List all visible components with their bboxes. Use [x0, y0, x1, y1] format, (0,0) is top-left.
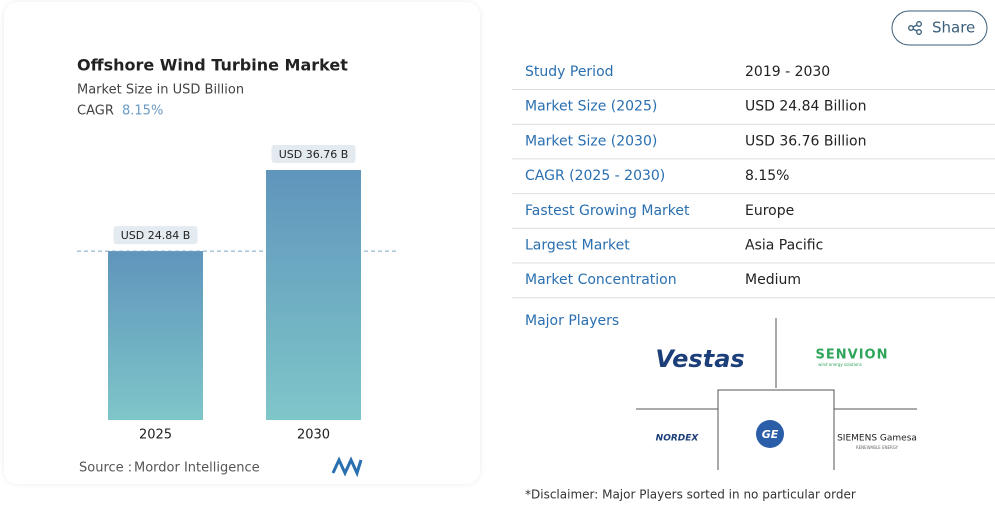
share-icon: [908, 21, 922, 35]
x-tick-label: 2030: [297, 428, 330, 443]
disclaimer: *Disclaimer: Major Players sorted in no …: [525, 488, 856, 502]
row-value: Asia Pacific: [745, 238, 823, 254]
x-tick-label: 2025: [139, 428, 172, 443]
bar: [108, 251, 203, 420]
players-grid: [636, 318, 917, 470]
source: Mordor Intelligence: [134, 461, 260, 476]
player-logo: GE: [762, 428, 779, 441]
row-label: Market Size (2030): [525, 133, 657, 149]
chart-subtitle: Market Size in USD Billion: [77, 83, 244, 98]
player-logo: NORDEX: [656, 434, 700, 444]
row-value: USD 24.84 Billion: [745, 99, 867, 115]
cagr-label: CAGR: [77, 104, 114, 119]
row-label: Largest Market: [525, 238, 630, 254]
share-label[interactable]: Share: [932, 19, 975, 37]
player-logo: Vestas: [655, 345, 744, 373]
cagr-value: 8.15%: [122, 104, 163, 119]
player-tagline: RENEWABLE ENERGY: [856, 445, 899, 450]
row-label: Study Period: [525, 64, 614, 80]
row-value: 8.15%: [745, 168, 789, 184]
row-label: Fastest Growing Market: [525, 203, 690, 219]
brand-logo: [331, 456, 363, 478]
row-value: USD 36.76 Billion: [745, 133, 867, 149]
chart-title: Offshore Wind Turbine Market: [77, 56, 348, 75]
value-label: USD 36.76 B: [279, 148, 349, 161]
players-title: Major Players: [525, 313, 619, 329]
player-tagline: wind energy solutions: [818, 362, 862, 367]
row-label: Market Size (2025): [525, 99, 657, 115]
row-value: Medium: [745, 272, 801, 288]
source-label: Source :: [79, 461, 132, 476]
value-label: USD 24.84 B: [121, 229, 191, 242]
row-value: 2019 - 2030: [745, 64, 830, 80]
player-logo: SENVION: [816, 348, 889, 363]
player-logo: SIEMENS Gamesa: [837, 434, 917, 444]
bar: [266, 170, 361, 420]
value-label-box: [113, 226, 198, 245]
ge-badge: [756, 420, 784, 448]
share-button[interactable]: [891, 10, 988, 46]
row-label: Market Concentration: [525, 272, 677, 288]
row-value: Europe: [745, 203, 794, 219]
value-label-box: [271, 145, 356, 163]
row-label: CAGR (2025 - 2030): [525, 168, 665, 184]
